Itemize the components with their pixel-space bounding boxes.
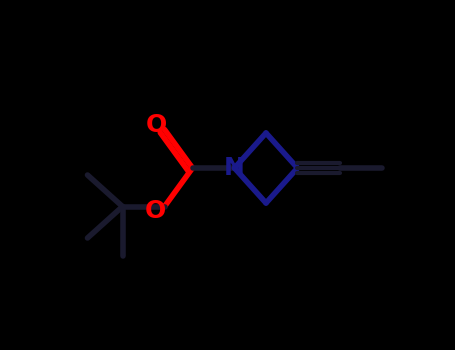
Text: O: O <box>145 199 167 223</box>
Text: O: O <box>146 113 167 137</box>
Text: N: N <box>224 156 245 180</box>
